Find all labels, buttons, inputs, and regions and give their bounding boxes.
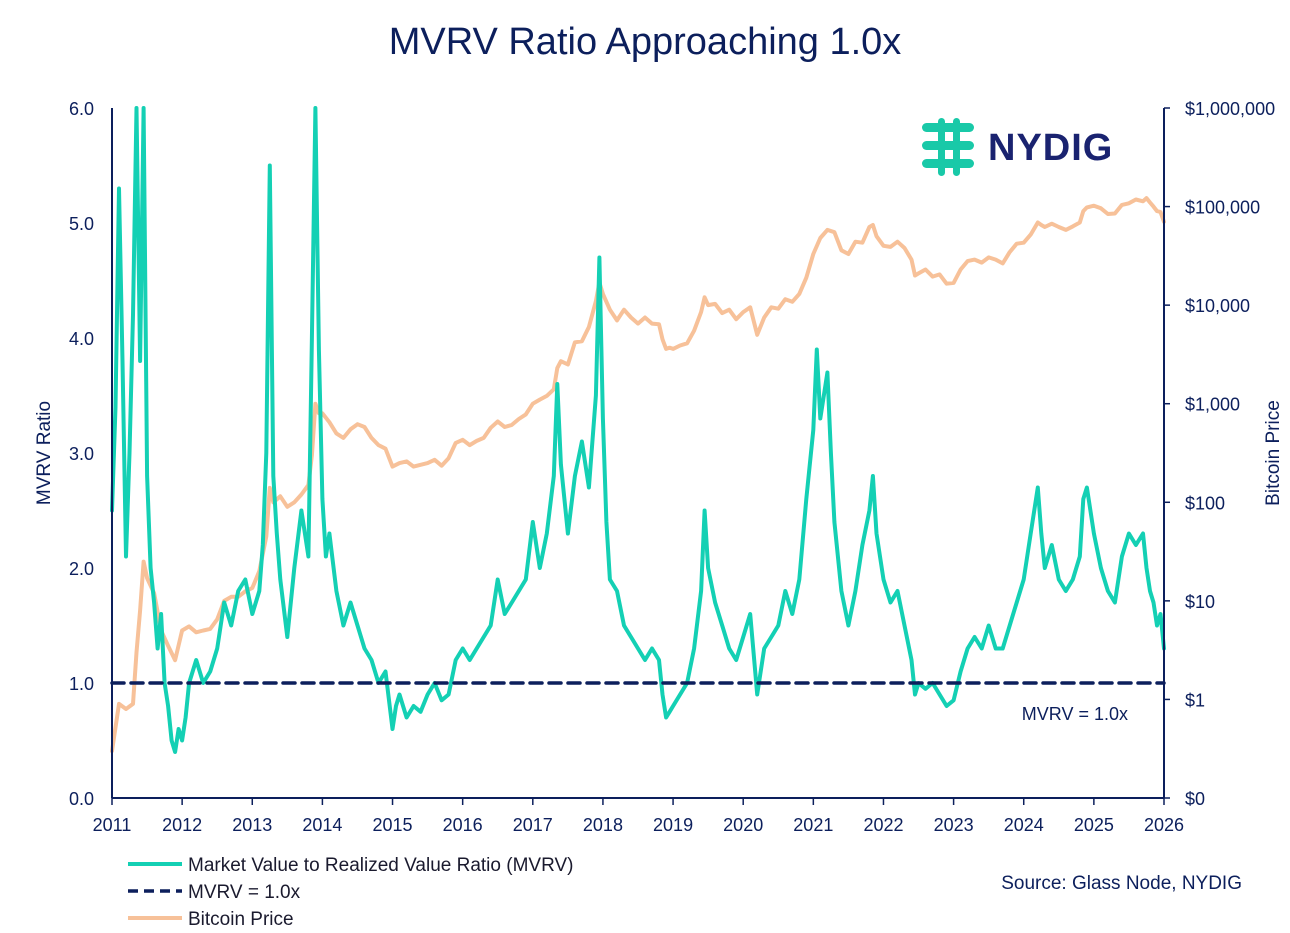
source-note: Source: Glass Node, NYDIG	[1001, 873, 1242, 894]
chart-title: MVRV Ratio Approaching 1.0x	[389, 21, 902, 63]
x-tick-label: 2018	[583, 815, 623, 835]
legend-item-mvrv: Market Value to Realized Value Ratio (MV…	[128, 855, 573, 876]
y-left-tick-label: 2.0	[69, 559, 94, 579]
logo-bar	[922, 123, 974, 132]
logo-bar	[922, 159, 974, 168]
x-tick-label: 2021	[793, 815, 833, 835]
y-right-tick-label: $10	[1185, 592, 1215, 612]
plot-area: MVRV = 1.0x	[110, 106, 1166, 754]
legend-item-bitcoin-price: Bitcoin Price	[128, 909, 294, 930]
y-left-tick-label: 1.0	[69, 674, 94, 694]
y-left-tick-label: 6.0	[69, 99, 94, 119]
x-tick-label: 2016	[443, 815, 483, 835]
x-tick-label: 2024	[1004, 815, 1044, 835]
x-tick-label: 2015	[373, 815, 413, 835]
legend-item-threshold: MVRV = 1.0x	[128, 882, 301, 903]
y-right-tick-label: $0	[1185, 789, 1205, 809]
x-tick-label: 2025	[1074, 815, 1114, 835]
nydig-dollar-icon	[922, 118, 974, 176]
y-right-tick-label: $1,000,000	[1185, 99, 1275, 119]
x-tick-label: 2019	[653, 815, 693, 835]
y-right-tick-label: $1	[1185, 690, 1205, 710]
legend-label: MVRV = 1.0x	[188, 882, 301, 903]
y-right-tick-label: $1,000	[1185, 395, 1240, 415]
threshold-annotation: MVRV = 1.0x	[1022, 704, 1128, 724]
logo-bar	[922, 141, 974, 150]
y-left-tick-label: 5.0	[69, 214, 94, 234]
x-tick-label: 2014	[302, 815, 342, 835]
y-left-tick-label: 3.0	[69, 444, 94, 464]
legend: Market Value to Realized Value Ratio (MV…	[128, 855, 573, 930]
nydig-logo: NYDIG	[922, 118, 1113, 176]
x-tick-label: 2020	[723, 815, 763, 835]
y-left-tick-label: 0.0	[69, 789, 94, 809]
x-tick-label: 2026	[1144, 815, 1184, 835]
legend-label: Bitcoin Price	[188, 909, 294, 930]
y-right-tick-label: $100	[1185, 493, 1225, 513]
bitcoin-price-line	[110, 196, 1166, 753]
x-tick-label: 2023	[934, 815, 974, 835]
nydig-logo-text: NYDIG	[988, 127, 1113, 169]
x-tick-label: 2013	[232, 815, 272, 835]
y-left-axis-label: MVRV Ratio	[34, 401, 55, 505]
legend-label: Market Value to Realized Value Ratio (MV…	[188, 855, 573, 876]
x-tick-label: 2017	[513, 815, 553, 835]
y-right-tick-label: $10,000	[1185, 296, 1250, 316]
y-right-axis-label: Bitcoin Price	[1263, 400, 1284, 506]
mvrv-line	[110, 106, 1166, 754]
y-right-tick-label: $100,000	[1185, 198, 1260, 218]
x-tick-label: 2011	[93, 815, 132, 835]
x-tick-label: 2022	[863, 815, 903, 835]
logo-stem	[938, 118, 945, 176]
x-tick-label: 2012	[162, 815, 202, 835]
logo-stem	[953, 118, 960, 176]
y-left-tick-label: 4.0	[69, 329, 94, 349]
axes: 2011 2012 2013 2014 2015 2016 2017 2018 2019 2020…	[34, 99, 1284, 835]
